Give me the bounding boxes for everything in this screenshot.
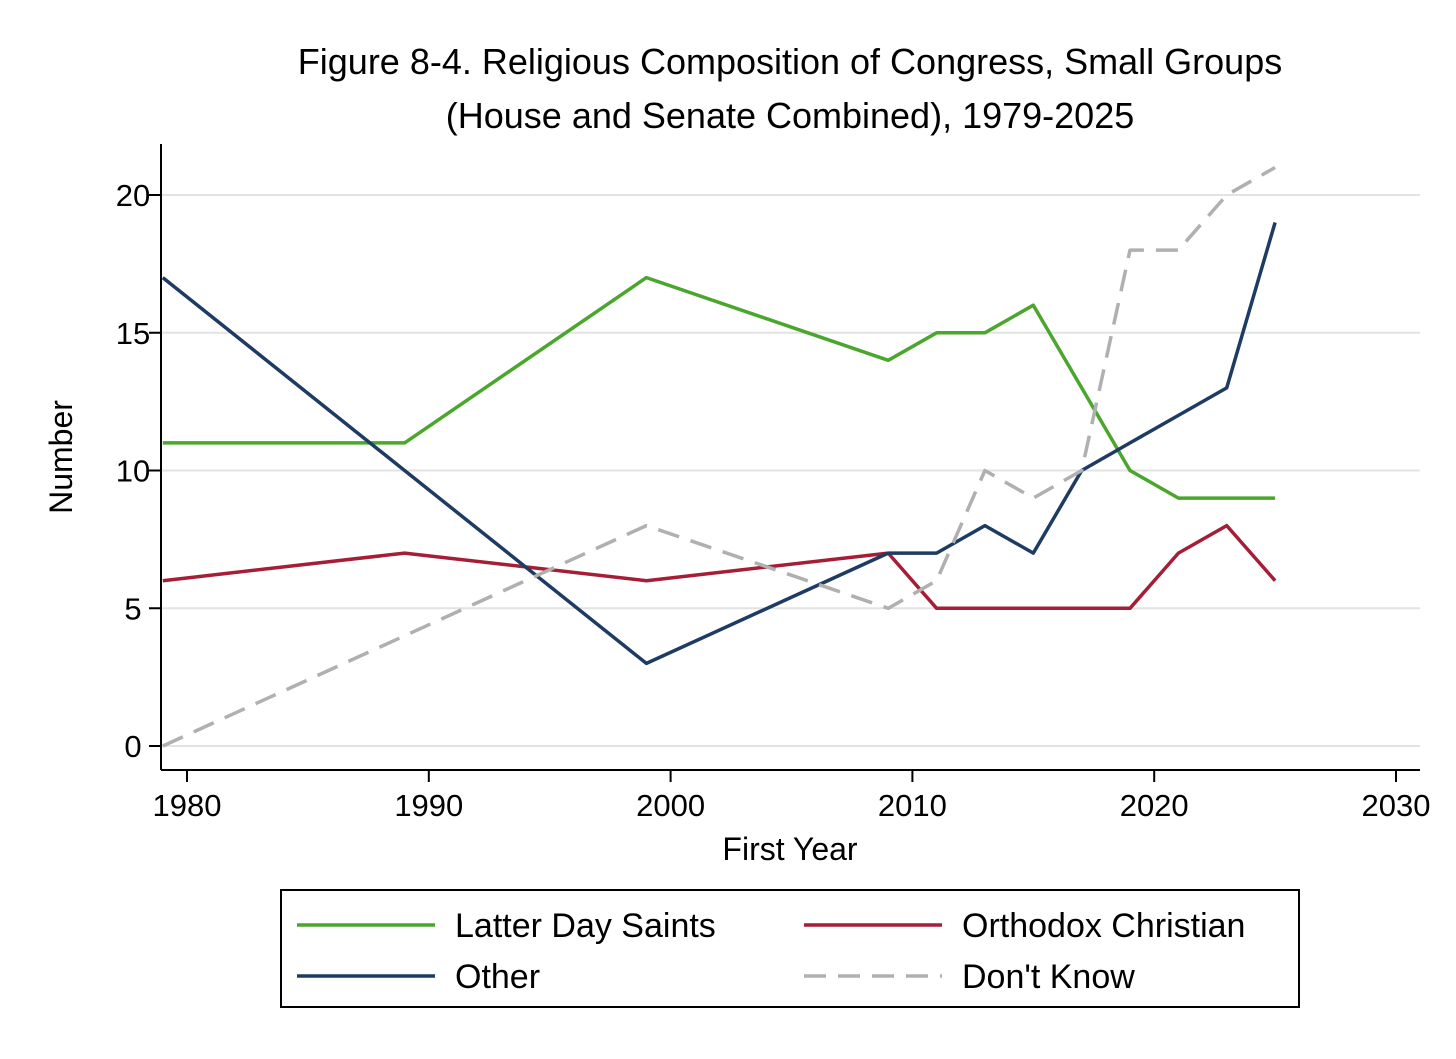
legend-label-don-t-know: Don't Know xyxy=(962,958,1135,996)
x-tick-label: 2000 xyxy=(636,788,705,823)
chart-title: Figure 8-4. Religious Composition of Con… xyxy=(298,41,1282,136)
y-tick-label: 20 xyxy=(116,178,150,213)
series-lines xyxy=(163,168,1275,747)
chart-canvas: Figure 8-4. Religious Composition of Con… xyxy=(0,0,1456,1059)
x-axis-title: First Year xyxy=(722,831,858,867)
legend-label-orthodox-christian: Orthodox Christian xyxy=(962,907,1245,945)
x-tick-label: 2020 xyxy=(1120,788,1189,823)
y-tick-label: 15 xyxy=(116,316,150,351)
x-ticks: 1980 1990 2000 2010 2020 2030 xyxy=(153,770,1431,823)
x-tick-label: 1990 xyxy=(394,788,463,823)
x-tick-label: 2030 xyxy=(1362,788,1431,823)
x-tick-label: 2010 xyxy=(878,788,947,823)
legend-label-other: Other xyxy=(455,958,540,996)
y-ticks: 0 5 10 15 20 xyxy=(116,178,161,764)
chart-title-line-2: (House and Senate Combined), 1979-2025 xyxy=(446,95,1134,136)
series-line-latter-day-saints xyxy=(163,278,1275,499)
y-tick-label: 10 xyxy=(116,454,150,489)
series-line-orthodox-christian xyxy=(163,526,1275,609)
axes xyxy=(161,144,1420,770)
chart-title-line-1: Figure 8-4. Religious Composition of Con… xyxy=(298,41,1282,82)
gridlines xyxy=(161,195,1420,746)
legend-label-latter-day-saints: Latter Day Saints xyxy=(455,907,716,945)
y-tick-label: 5 xyxy=(124,591,141,626)
y-tick-label: 0 xyxy=(124,729,141,764)
x-tick-label: 1980 xyxy=(153,788,222,823)
legend: Latter Day Saints Orthodox Christian Other… xyxy=(281,890,1299,1007)
y-axis-title: Number xyxy=(43,400,79,514)
